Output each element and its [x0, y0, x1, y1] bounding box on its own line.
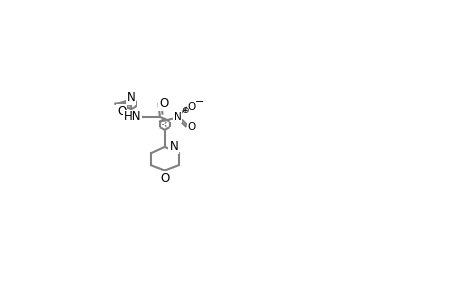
Text: O: O: [159, 97, 168, 110]
Text: ⊕: ⊕: [180, 106, 188, 115]
Text: O: O: [187, 102, 196, 112]
Text: N: N: [127, 91, 135, 104]
Text: O: O: [187, 122, 196, 132]
Text: −: −: [194, 97, 204, 106]
Text: O: O: [117, 105, 126, 118]
Text: HN: HN: [123, 110, 141, 124]
Text: N: N: [169, 140, 178, 153]
Text: N: N: [174, 112, 181, 122]
Text: O: O: [160, 172, 169, 185]
